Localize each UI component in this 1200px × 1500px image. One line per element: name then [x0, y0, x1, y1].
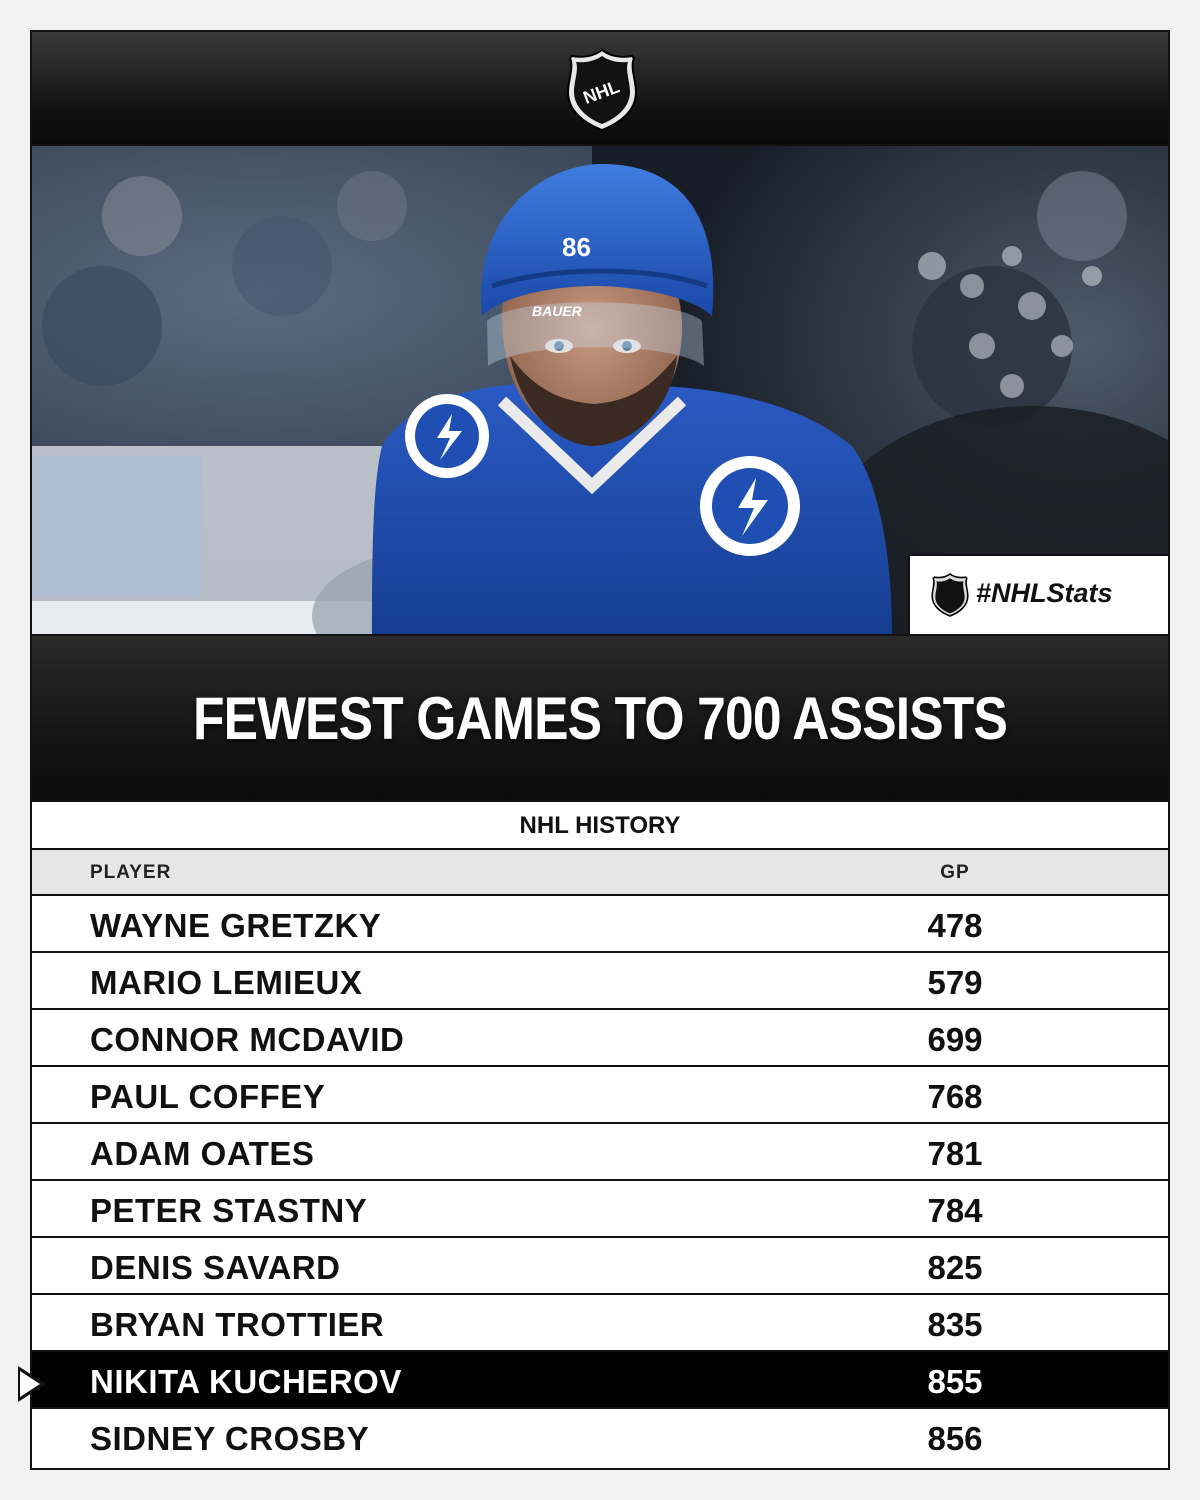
- games-played: 768: [927, 1078, 983, 1115]
- nhl-shield-icon: [931, 573, 969, 617]
- games-played: 579: [927, 964, 983, 1001]
- games-played: 855: [927, 1363, 983, 1400]
- table-row-highlighted: NIKITA KUCHEROV 855: [32, 1352, 1168, 1409]
- section-label: NHL HISTORY: [32, 802, 1168, 850]
- table-row: PETER STASTNY 784: [32, 1181, 1168, 1238]
- player-name: NIKITA KUCHEROV: [90, 1363, 402, 1400]
- player-name: WAYNE GRETZKY: [90, 907, 382, 944]
- header-band: NHL: [32, 32, 1168, 146]
- games-played: 856: [927, 1420, 983, 1457]
- table-header: PLAYER GP: [32, 850, 1168, 896]
- table-row: PAUL COFFEY 768: [32, 1067, 1168, 1124]
- player-name: CONNOR MCDAVID: [90, 1021, 405, 1058]
- games-played: 781: [927, 1135, 983, 1172]
- games-played: 835: [927, 1306, 983, 1343]
- games-played: 784: [927, 1192, 983, 1229]
- player-name: ADAM OATES: [90, 1135, 315, 1172]
- table-row: ADAM OATES 781: [32, 1124, 1168, 1181]
- games-played: 699: [927, 1021, 983, 1058]
- player-name: SIDNEY CROSBY: [90, 1420, 370, 1457]
- player-name: DENIS SAVARD: [90, 1249, 341, 1286]
- nhl-shield-icon: NHL: [566, 48, 638, 132]
- nhlstats-tag: #NHLStats: [908, 554, 1168, 634]
- table-row: BRYAN TROTTIER 835: [32, 1295, 1168, 1352]
- table-row: WAYNE GRETZKY 478: [32, 896, 1168, 953]
- graphic-frame: NHL: [30, 30, 1170, 1470]
- column-header-gp: GP: [940, 862, 970, 883]
- player-name: MARIO LEMIEUX: [90, 964, 363, 1001]
- hashtag-text: #NHLStats: [976, 578, 1113, 608]
- table-row: DENIS SAVARD 825: [32, 1238, 1168, 1295]
- helmet-number: 86: [562, 232, 591, 262]
- table-row: CONNOR MCDAVID 699: [32, 1010, 1168, 1067]
- games-played: 825: [927, 1249, 983, 1286]
- table-row: MARIO LEMIEUX 579: [32, 953, 1168, 1010]
- player-photo-icon: 86 BAUER: [32, 146, 1168, 634]
- column-header-player: PLAYER: [90, 862, 172, 883]
- player-name: PAUL COFFEY: [90, 1078, 326, 1115]
- player-name: PETER STASTNY: [90, 1192, 368, 1229]
- highlight-pointer-fill: [20, 1371, 40, 1397]
- page-title: FEWEST GAMES TO 700 ASSISTS: [192, 685, 1008, 752]
- title-band: FEWEST GAMES TO 700 ASSISTS: [32, 636, 1168, 802]
- games-played: 478: [927, 907, 983, 944]
- table-row: SIDNEY CROSBY 856: [32, 1409, 1168, 1466]
- player-photo: 86 BAUER #NHLStats: [32, 146, 1168, 636]
- helmet-brand: BAUER: [532, 303, 583, 319]
- table-body: WAYNE GRETZKY 478 MARIO LEMIEUX 579 CONN…: [32, 896, 1168, 1466]
- player-name: BRYAN TROTTIER: [90, 1306, 385, 1343]
